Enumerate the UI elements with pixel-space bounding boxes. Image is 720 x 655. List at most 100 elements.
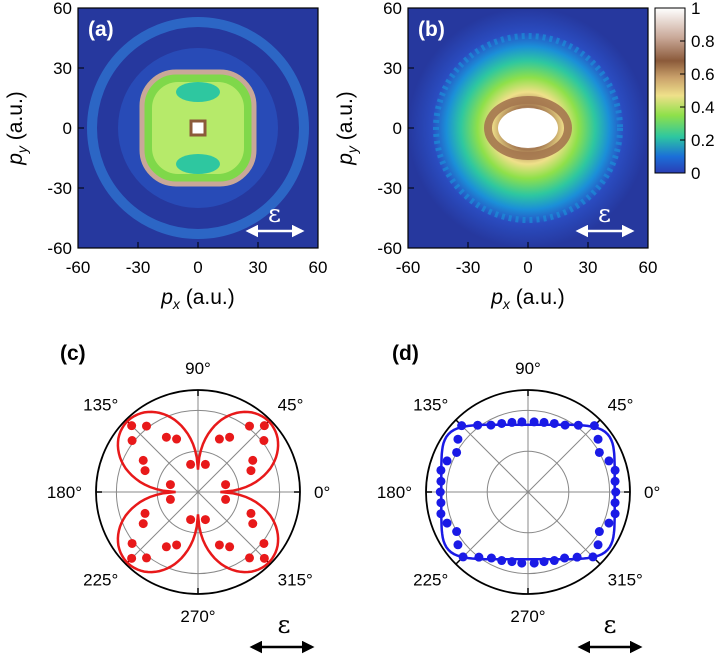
polar-d: 90° 45° 0° 315° 270° 225° 180° 135° (377, 359, 660, 626)
x-tick-label: 60 (639, 258, 658, 277)
polar-data-point (225, 432, 235, 442)
ticks-a: -60 -30 0 30 60 60 30 0 -30 -60 (47, 0, 327, 277)
x-tick-label: -60 (396, 258, 421, 277)
x-tick-label: 30 (249, 258, 268, 277)
polar-data-point (486, 553, 496, 563)
polar-angle-label: 90° (185, 359, 211, 378)
polar-data-point (453, 540, 463, 550)
polar-data-point (138, 455, 148, 465)
polar-data-point (560, 420, 570, 430)
polar-data-point (442, 456, 452, 466)
polar-frame (95, 389, 301, 595)
polar-data-point (221, 494, 231, 504)
y-tick-label: 0 (63, 119, 72, 138)
polar-data-point (457, 421, 467, 431)
polar-spoke (197, 491, 271, 565)
polar-data-point (186, 515, 196, 525)
polar-data-point (436, 465, 446, 475)
polar-data-point (172, 540, 182, 550)
polar-angle-label: 225° (413, 571, 448, 590)
polar-data-point (200, 459, 210, 469)
colorbar-ticks: 1 0.8 0.6 0.4 0.2 0 (680, 0, 715, 183)
ylabel-b: py (a.u.) (334, 91, 360, 166)
colorbar-tick-label: 0.4 (691, 98, 715, 117)
epsilon-label-b: ε (598, 199, 611, 228)
polar-data-point (248, 455, 258, 465)
polar-angle-label: 135° (413, 395, 448, 414)
y-tick-label: 0 (393, 119, 402, 138)
polar-data-point (172, 434, 182, 444)
polar-data-point (165, 480, 175, 490)
x-tick-label: 60 (309, 258, 328, 277)
colorbar: 1 0.8 0.6 0.4 0.2 0 (654, 0, 715, 183)
polar-data-point (486, 420, 496, 430)
polar-angle-label: 90° (515, 359, 541, 378)
polar-angle-label: 180° (47, 483, 82, 502)
xlabel-b: px (a.u.) (490, 286, 565, 312)
polar-data-point (452, 447, 462, 457)
polar-angle-label: 315° (608, 571, 643, 590)
polar-angle-label: 0° (644, 483, 660, 502)
polar-spoke (125, 491, 199, 565)
polar-data-point (186, 459, 196, 469)
y-tick-label: -60 (377, 239, 402, 258)
polar-data-point (138, 519, 148, 529)
polar-data-point (588, 552, 598, 562)
polar-angle-label: 180° (377, 483, 412, 502)
polar-data-point (589, 421, 599, 431)
polar-data-point (594, 527, 604, 537)
colorbar-tick-label: 0.8 (691, 32, 715, 51)
polar-data-point (436, 476, 446, 486)
polar-data-point (610, 476, 620, 486)
polar-angle-label: 270° (180, 607, 215, 626)
polar-spoke (527, 419, 601, 493)
y-tick-label: 60 (383, 0, 402, 18)
polar-data-point (244, 421, 254, 431)
polar-data-point (539, 417, 549, 427)
polar-data-point (259, 436, 269, 446)
polar-angle-label: 135° (83, 395, 118, 414)
y-tick-label: -30 (47, 179, 72, 198)
epsilon-label-d: ε (604, 610, 617, 639)
polar-angle-label: 315° (278, 571, 313, 590)
polar-data-point (497, 556, 507, 566)
heatmap-b-center-edge (484, 96, 572, 160)
polar-data-point (127, 538, 137, 548)
y-tick-label: -60 (47, 239, 72, 258)
polar-data-point (593, 434, 603, 444)
polar-c: 90° 45° 0° 315° 270° 225° 180° 135° (47, 359, 330, 626)
polar-data-point (452, 527, 462, 537)
polar-data-point (436, 498, 446, 508)
polar-data-point (140, 466, 150, 476)
colorbar-tick-label: 0.2 (691, 131, 715, 150)
polar-data-point (474, 552, 484, 562)
polar-data-point (259, 421, 269, 431)
heatmap-b-speckle-ring (433, 33, 623, 223)
polar-data-point (435, 487, 445, 497)
polar-data-point (560, 553, 570, 563)
polar-spoke (125, 419, 199, 493)
polar-data-point (549, 556, 559, 566)
heatmap-a-bottom-dip (176, 154, 220, 174)
polar-data-point (453, 434, 463, 444)
colorbar-tick-label: 0 (691, 164, 700, 183)
heatmap-a-center-spot (189, 119, 207, 137)
polar-data-point (517, 417, 527, 427)
polar-data-point (142, 553, 152, 563)
panel-c: 90° 45° 0° 315° 270° 225° 180° 135° (c) ε (47, 342, 330, 654)
colorbar-gradient (654, 7, 686, 174)
polar-data-point (458, 552, 468, 562)
polar-angle-label: 45° (608, 395, 634, 414)
polar-data-point (610, 465, 620, 475)
polar-data-point (436, 509, 446, 519)
polar-data-point (539, 557, 549, 567)
polar-data-point (593, 540, 603, 550)
colorbar-tick-label: 0.6 (691, 65, 715, 84)
polar-data-point (214, 434, 224, 444)
panel-b: -60 -30 0 30 60 60 30 0 -30 -60 (b) ε px (a.u.) p… (334, 0, 657, 312)
y-tick-label: 30 (53, 59, 72, 78)
x-tick-label: -60 (66, 258, 91, 277)
polar-data-point (161, 542, 171, 552)
polar-data-point (572, 552, 582, 562)
